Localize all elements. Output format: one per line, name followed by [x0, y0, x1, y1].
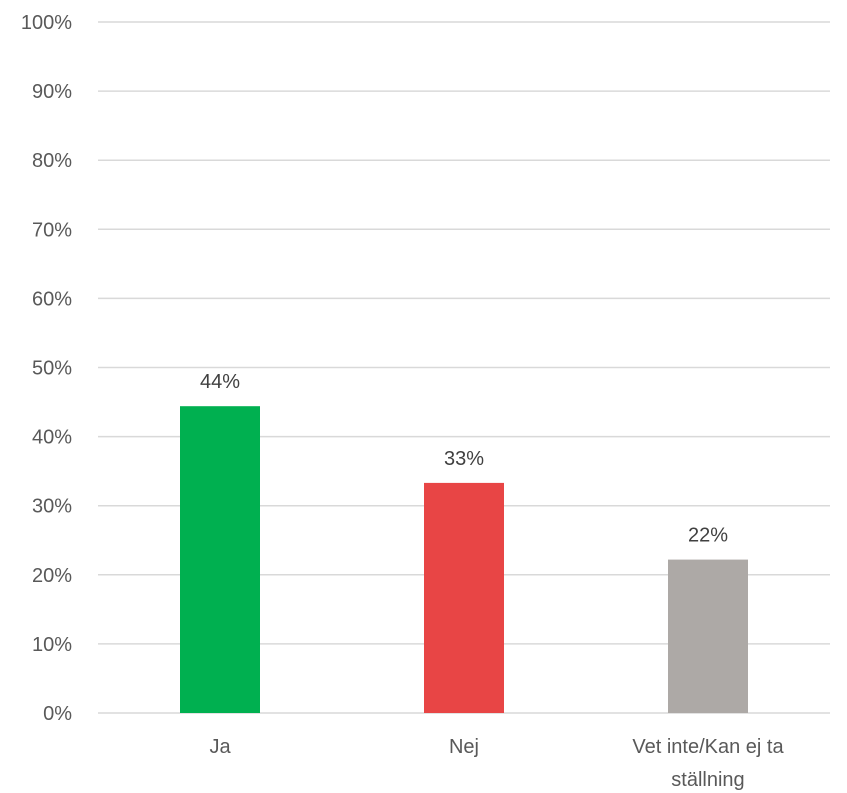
data-label: 44%	[200, 371, 240, 393]
x-category-label: Nej	[449, 736, 479, 758]
y-tick-label: 20%	[32, 565, 72, 587]
y-tick-label: 100%	[21, 12, 72, 34]
y-tick-label: 50%	[32, 358, 72, 380]
y-tick-label: 10%	[32, 634, 72, 656]
x-category-label: ställning	[671, 769, 744, 791]
y-tick-label: 90%	[32, 81, 72, 103]
x-category-label: Vet inte/Kan ej ta	[632, 736, 784, 758]
y-tick-label: 40%	[32, 427, 72, 449]
bar-0	[180, 406, 260, 713]
x-category-label: Ja	[209, 736, 231, 758]
bar-2	[668, 559, 748, 713]
y-tick-label: 80%	[32, 150, 72, 172]
bar-1	[424, 482, 504, 713]
y-tick-label: 30%	[32, 496, 72, 518]
y-tick-label: 70%	[32, 219, 72, 241]
data-labels: 44% 33% 22%	[200, 371, 728, 546]
data-label: 22%	[688, 525, 728, 547]
data-label: 33%	[444, 448, 484, 470]
y-axis-tick-labels: 0% 10% 20% 30% 40% 50% 60% 70% 80% 90% 100%	[21, 12, 72, 725]
y-tick-label: 60%	[32, 288, 72, 310]
x-axis-category-labels: Ja Nej Vet inte/Kan ej ta ställning	[209, 736, 784, 791]
y-tick-label: 0%	[43, 703, 72, 725]
bars	[180, 406, 748, 713]
